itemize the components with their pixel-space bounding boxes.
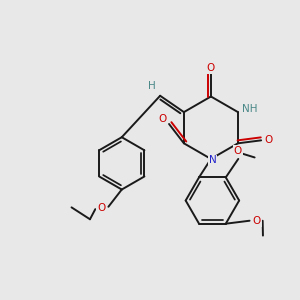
Text: O: O bbox=[158, 114, 166, 124]
Text: H: H bbox=[148, 81, 156, 91]
Text: NH: NH bbox=[242, 104, 258, 114]
Text: N: N bbox=[208, 155, 216, 165]
Text: O: O bbox=[264, 135, 272, 145]
Text: O: O bbox=[253, 216, 261, 226]
Text: O: O bbox=[207, 63, 215, 73]
Text: O: O bbox=[234, 146, 242, 156]
Text: O: O bbox=[97, 203, 105, 213]
